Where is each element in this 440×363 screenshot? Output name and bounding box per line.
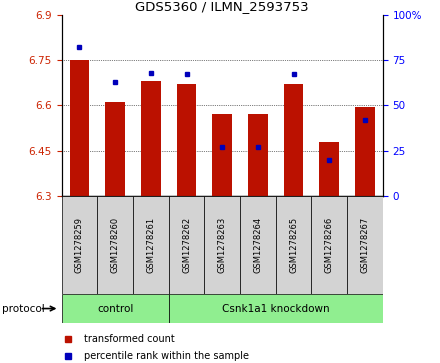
Bar [355,107,375,196]
Bar [62,294,169,323]
Text: GSM1278260: GSM1278260 [110,217,120,273]
Text: protocol: protocol [2,303,45,314]
Text: control: control [97,303,133,314]
Bar [169,294,383,323]
Text: transformed count: transformed count [84,334,175,344]
Text: GSM1278259: GSM1278259 [75,217,84,273]
Bar [312,196,347,294]
Text: GSM1278261: GSM1278261 [147,217,155,273]
Bar [70,60,89,196]
Bar [105,102,125,196]
Bar [204,196,240,294]
Bar [284,84,304,196]
Bar [62,196,97,294]
Bar [133,196,169,294]
Text: GSM1278264: GSM1278264 [253,217,262,273]
Bar [347,196,383,294]
Bar [319,142,339,196]
Text: GSM1278263: GSM1278263 [218,217,227,273]
Bar [177,84,196,196]
Title: GDS5360 / ILMN_2593753: GDS5360 / ILMN_2593753 [136,0,309,13]
Text: GSM1278265: GSM1278265 [289,217,298,273]
Bar [169,196,204,294]
Text: GSM1278262: GSM1278262 [182,217,191,273]
Bar [240,196,276,294]
Text: percentile rank within the sample: percentile rank within the sample [84,351,249,361]
Bar [213,114,232,196]
Text: GSM1278267: GSM1278267 [360,217,370,273]
Text: Csnk1a1 knockdown: Csnk1a1 knockdown [222,303,330,314]
Bar [248,114,268,196]
Bar [141,81,161,196]
Bar [276,196,312,294]
Bar [97,196,133,294]
Text: GSM1278266: GSM1278266 [325,217,334,273]
